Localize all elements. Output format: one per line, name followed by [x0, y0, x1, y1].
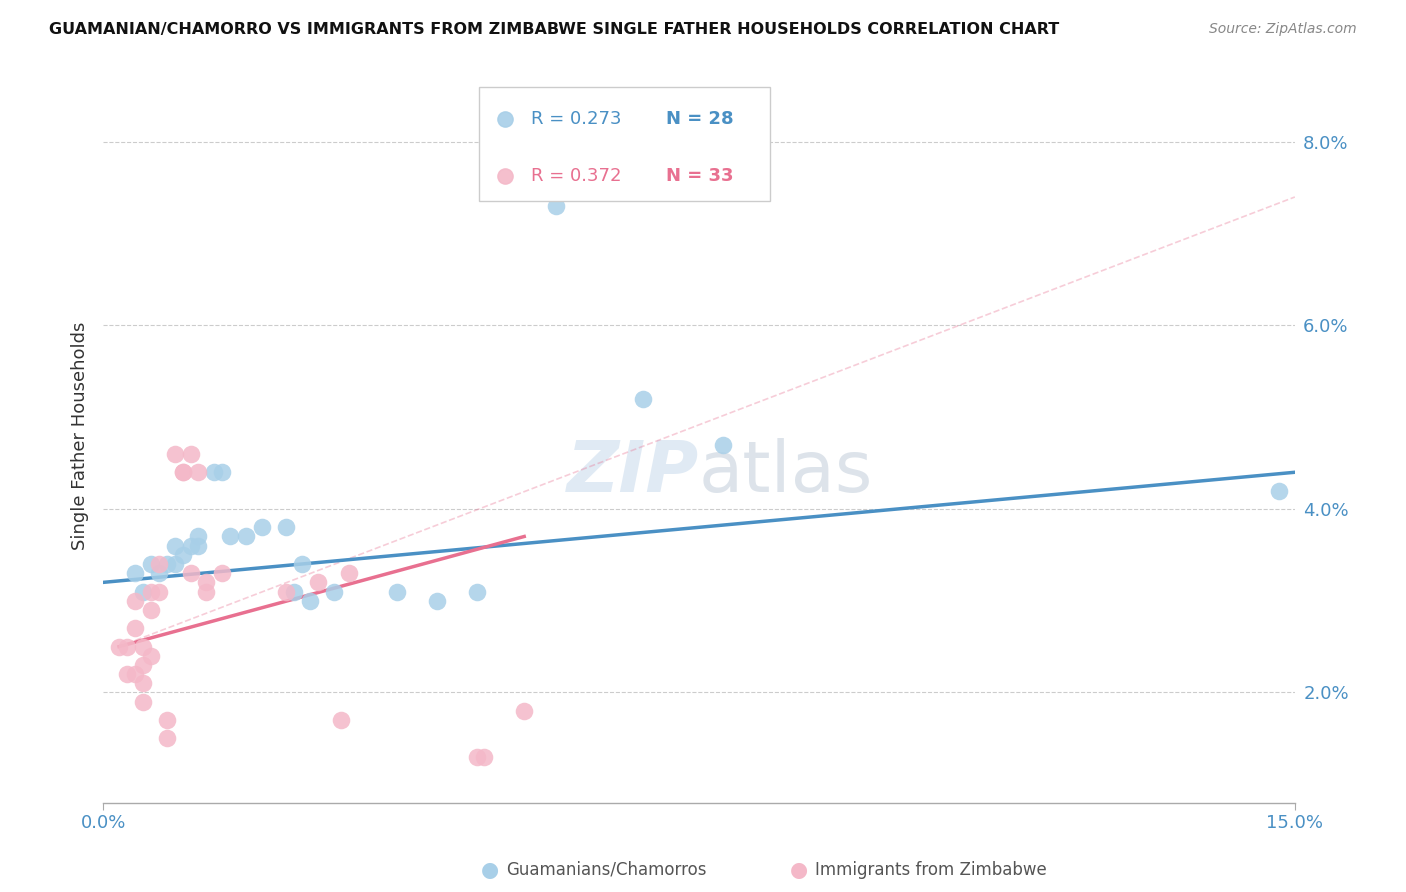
Point — [298, 593, 321, 607]
Point — [163, 557, 186, 571]
Point — [235, 529, 257, 543]
Point — [108, 640, 131, 654]
Point — [274, 584, 297, 599]
Point — [219, 529, 242, 543]
Text: atlas: atlas — [699, 438, 873, 507]
Point — [124, 667, 146, 681]
Point — [139, 584, 162, 599]
Point — [156, 731, 179, 746]
Point — [250, 520, 273, 534]
Point — [211, 465, 233, 479]
Point — [274, 520, 297, 534]
Point — [426, 593, 449, 607]
Point — [291, 557, 314, 571]
Point — [132, 695, 155, 709]
Point — [474, 749, 496, 764]
Text: GUAMANIAN/CHAMORRO VS IMMIGRANTS FROM ZIMBABWE SINGLE FATHER HOUSEHOLDS CORRELAT: GUAMANIAN/CHAMORRO VS IMMIGRANTS FROM ZI… — [49, 22, 1060, 37]
Point — [202, 465, 225, 479]
Point — [172, 465, 194, 479]
Point — [132, 657, 155, 672]
Point — [187, 465, 209, 479]
Text: N = 28: N = 28 — [665, 110, 734, 128]
Point — [172, 465, 194, 479]
Point — [465, 584, 488, 599]
Text: R = 0.372: R = 0.372 — [531, 167, 621, 185]
Point — [385, 584, 408, 599]
Text: ●: ● — [481, 860, 499, 880]
Text: ZIP: ZIP — [567, 438, 699, 507]
Point — [139, 648, 162, 663]
Point — [180, 447, 202, 461]
Point — [163, 539, 186, 553]
Point — [544, 199, 567, 213]
Text: R = 0.273: R = 0.273 — [531, 110, 621, 128]
Text: Immigrants from Zimbabwe: Immigrants from Zimbabwe — [815, 861, 1047, 879]
Text: Guamanians/Chamorros: Guamanians/Chamorros — [506, 861, 707, 879]
Point — [283, 584, 305, 599]
Point — [307, 575, 329, 590]
Text: N = 33: N = 33 — [665, 167, 733, 185]
Point — [339, 566, 361, 581]
Point — [513, 704, 536, 718]
Point — [148, 557, 170, 571]
Text: Source: ZipAtlas.com: Source: ZipAtlas.com — [1209, 22, 1357, 37]
Point — [124, 593, 146, 607]
Text: ●: ● — [790, 860, 808, 880]
FancyBboxPatch shape — [478, 87, 770, 201]
Point — [156, 557, 179, 571]
Point — [187, 529, 209, 543]
Point — [132, 640, 155, 654]
Point — [711, 438, 734, 452]
Point — [322, 584, 344, 599]
Point — [195, 575, 218, 590]
Point — [156, 713, 179, 727]
Point — [172, 548, 194, 562]
Point — [465, 749, 488, 764]
Point — [132, 584, 155, 599]
Point — [139, 557, 162, 571]
Point — [139, 603, 162, 617]
Y-axis label: Single Father Households: Single Father Households — [72, 321, 89, 549]
Point — [124, 621, 146, 635]
Point — [163, 447, 186, 461]
Point — [132, 676, 155, 690]
Point — [187, 539, 209, 553]
Point — [148, 584, 170, 599]
Point — [180, 539, 202, 553]
Point — [211, 566, 233, 581]
Point — [115, 640, 138, 654]
Point — [115, 667, 138, 681]
Point — [148, 566, 170, 581]
Point — [124, 566, 146, 581]
Point — [180, 566, 202, 581]
Point — [330, 713, 353, 727]
Point — [633, 392, 655, 406]
Point — [195, 584, 218, 599]
Point — [1268, 483, 1291, 498]
